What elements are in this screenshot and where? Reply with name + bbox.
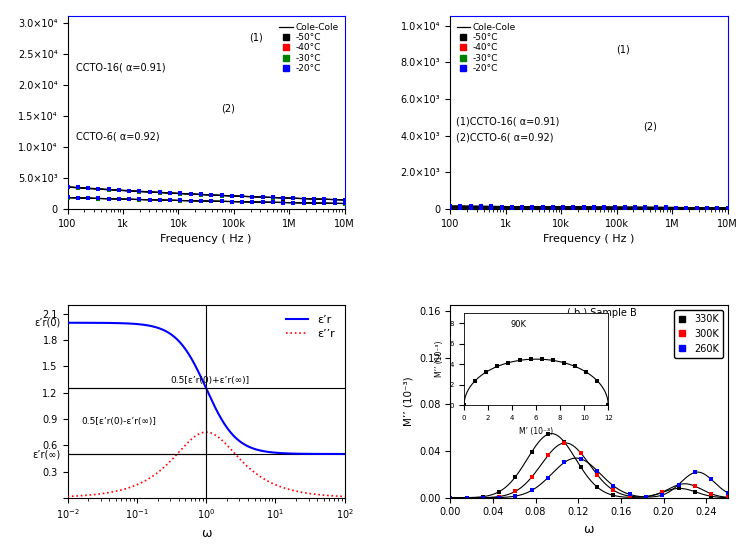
- Y-axis label: M’’ (10⁻³): M’’ (10⁻³): [404, 377, 413, 426]
- Text: (2): (2): [221, 104, 236, 114]
- Text: ( b ) Sample B: ( b ) Sample B: [567, 308, 637, 318]
- Text: (1): (1): [249, 32, 263, 43]
- Text: 0.5[ε’r(0)+ε’r(∞)]: 0.5[ε’r(0)+ε’r(∞)]: [170, 376, 249, 385]
- Legend: ε’r, ε’’r: ε’r, ε’’r: [281, 311, 339, 343]
- X-axis label: Frequency ( Hz ): Frequency ( Hz ): [160, 234, 252, 244]
- Bar: [68, 388, 206, 454]
- X-axis label: ω: ω: [584, 523, 594, 536]
- Text: (2)CCTO-6( α=0.92): (2)CCTO-6( α=0.92): [456, 132, 554, 143]
- X-axis label: ω: ω: [201, 527, 211, 540]
- Text: ε’r(0): ε’r(0): [34, 318, 61, 328]
- Legend: Cole-Cole, -50°C, -40°C, -30°C, -20°C: Cole-Cole, -50°C, -40°C, -30°C, -20°C: [278, 21, 340, 75]
- Legend: Cole-Cole, -50°C, -40°C, -30°C, -20°C: Cole-Cole, -50°C, -40°C, -30°C, -20°C: [454, 21, 518, 75]
- Text: (1)CCTO-16( α=0.91): (1)CCTO-16( α=0.91): [456, 116, 559, 126]
- Text: (1): (1): [616, 44, 630, 54]
- X-axis label: Frequency ( Hz ): Frequency ( Hz ): [543, 234, 634, 244]
- Text: CCTO-16( α=0.91): CCTO-16( α=0.91): [76, 62, 166, 72]
- Text: CCTO-6( α=0.92): CCTO-6( α=0.92): [76, 132, 160, 142]
- Text: ε’r(∞): ε’r(∞): [32, 449, 61, 459]
- Text: 0.5[ε’r(0)-ε’r(∞)]: 0.5[ε’r(0)-ε’r(∞)]: [81, 417, 156, 426]
- Text: (2): (2): [643, 121, 657, 131]
- Legend: 330K, 300K, 260K: 330K, 300K, 260K: [674, 310, 723, 358]
